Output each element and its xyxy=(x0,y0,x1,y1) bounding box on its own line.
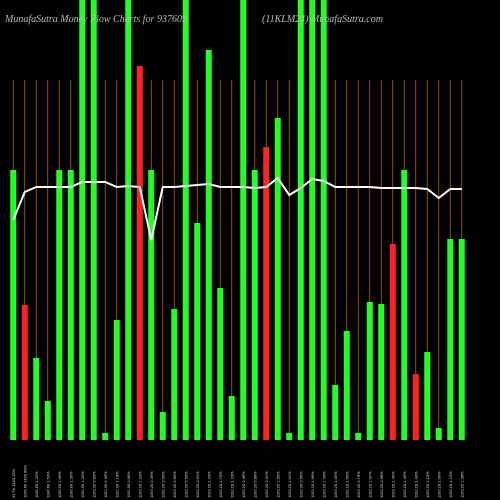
bar xyxy=(412,374,419,440)
x-tick-label: 1193.20 1.35% xyxy=(402,471,407,498)
bar xyxy=(79,0,86,440)
chart-title: MunafaSutra Money Flow Charts for 937609 xyxy=(4,14,187,25)
bar xyxy=(424,352,431,440)
x-tick-label: 1193.20 1.23% xyxy=(229,471,234,498)
bar xyxy=(228,396,235,440)
bar xyxy=(263,147,270,440)
bar xyxy=(320,0,327,440)
bar xyxy=(90,0,97,440)
bar xyxy=(332,385,339,440)
chart-subtitle: (11KLM24) MunafaSutra.com xyxy=(262,14,383,25)
x-tick-label: 1196.69 1.20% xyxy=(34,471,39,498)
x-tick-label: 1193.20 0.36% xyxy=(149,471,154,498)
x-tick-label: 1193.20 0.68% xyxy=(379,471,384,498)
x-tick-label: 1192.99 0.36% xyxy=(103,471,108,498)
bar xyxy=(67,170,74,440)
bar xyxy=(171,309,178,440)
x-tick-label: 1193.20 0.00% xyxy=(160,471,165,498)
x-tick-label: 1196.69 1.35% xyxy=(68,471,73,498)
x-tick-label: 1192.99 1.20% xyxy=(80,471,85,498)
x-tick-label: 1193.20 0.80% xyxy=(91,471,96,498)
x-tick-label: 02 Fri 1193.15% xyxy=(11,469,16,498)
x-tick-label: 1193.20 1.49% xyxy=(390,471,395,498)
x-tick-label: 1193.20 0.91% xyxy=(264,471,269,498)
bar xyxy=(286,433,293,440)
x-tick-label: 1193.20 1.43% xyxy=(321,471,326,498)
x-tick-label: 1193.20 1.70% xyxy=(218,471,223,498)
bar xyxy=(378,304,385,440)
bar xyxy=(148,170,155,440)
x-tick-label: 1193.20 1.01% xyxy=(287,471,292,498)
x-tick-label: 1193.20 0.66% xyxy=(172,471,177,498)
x-tick-label: 1193.20 0.56% xyxy=(183,471,188,498)
bar xyxy=(389,244,396,440)
x-tick-label: 1193.20 1.07% xyxy=(367,471,372,498)
bar xyxy=(297,0,304,440)
bar xyxy=(10,170,17,440)
x-tick-label: 1193.20 1.05% xyxy=(333,471,338,498)
x-tick-label: 1192.99 1.18% xyxy=(114,471,119,498)
x-tick-label: 1196.69 1.06% xyxy=(57,471,62,498)
bar xyxy=(205,50,212,440)
bar xyxy=(401,170,408,440)
bar xyxy=(56,170,63,440)
bar xyxy=(44,401,51,440)
x-tick-label: 1193.20 1.66% xyxy=(310,471,315,498)
bar xyxy=(125,0,132,440)
bar xyxy=(355,433,362,440)
bar xyxy=(217,288,224,440)
bar xyxy=(136,66,143,440)
x-tick-label: 1193.20 1.09% xyxy=(344,471,349,498)
x-tick-label: 1192.99 0.86% xyxy=(126,471,131,498)
x-tick-label: 1193.20 1.20% xyxy=(206,471,211,498)
x-tick-label: 1193.20 0.88% xyxy=(252,471,257,498)
bar xyxy=(343,331,350,440)
bar xyxy=(113,320,120,440)
flow-line xyxy=(12,176,462,241)
bar xyxy=(240,0,247,440)
bar xyxy=(33,358,40,440)
bar xyxy=(309,0,316,440)
bar xyxy=(21,305,28,440)
x-tick-label: 1193.20 1.00% xyxy=(436,471,441,498)
x-tick-label: 1193.20 1.38% xyxy=(459,471,464,498)
x-tick-label: 1193.20 1.33% xyxy=(137,471,142,498)
x-tick-label: 1193.20 0.91% xyxy=(195,471,200,498)
x-tick-label: 1196.69 1196.69% xyxy=(22,465,27,498)
bar xyxy=(366,302,373,440)
bar xyxy=(447,239,454,440)
bar xyxy=(182,0,189,440)
bar xyxy=(159,412,166,440)
x-tick-label: 1193.20 0.76% xyxy=(356,471,361,498)
x-tick-label: 1193.20 1.43% xyxy=(413,471,418,498)
x-tick-label: 1193.20 0.36% xyxy=(241,471,246,498)
bar xyxy=(274,118,281,440)
x-tick-label: 1193.20 0.56% xyxy=(298,471,303,498)
bar xyxy=(458,239,465,440)
x-tick-label: 1196.69 1.50% xyxy=(45,471,50,498)
x-tick-label: 1193.20 1.35% xyxy=(275,471,280,498)
bar xyxy=(102,433,109,440)
x-tick-label: 1193.20 1.15% xyxy=(448,471,453,498)
bar xyxy=(435,428,442,440)
bar xyxy=(251,170,258,440)
bar xyxy=(194,223,201,440)
x-tick-label: 1193.20 1.10% xyxy=(425,471,430,498)
